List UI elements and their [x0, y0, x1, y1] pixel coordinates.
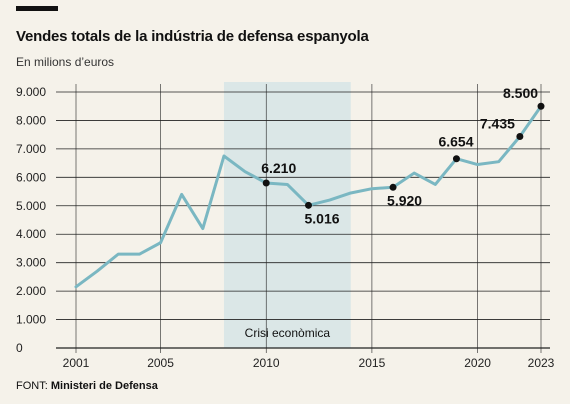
data-label: 7.435 [480, 116, 515, 132]
y-tick-label: 5.000 [16, 199, 46, 213]
data-label: 8.500 [503, 85, 538, 101]
y-tick-label: 6.000 [16, 170, 46, 184]
crisis-band-label: Crisi econòmica [245, 326, 331, 340]
data-label: 5.920 [387, 192, 422, 208]
data-label: 6.210 [261, 160, 296, 176]
data-label: 5.016 [305, 210, 340, 226]
data-point-marker [262, 179, 270, 187]
y-tick-label: 8.000 [16, 113, 46, 127]
source-name: Ministeri de Defensa [50, 380, 158, 392]
y-tick-label: 1.000 [16, 313, 46, 327]
y-tick-label: 7.000 [16, 142, 46, 156]
y-tick-label: 4.000 [16, 227, 46, 241]
y-tick-label: 9.000 [16, 85, 46, 99]
data-label: 6.654 [438, 134, 473, 150]
data-point-marker [305, 201, 312, 209]
x-tick-label: 2023 [528, 356, 555, 370]
data-point-marker [452, 155, 460, 163]
title-accent-bar [16, 6, 58, 11]
x-tick-label: 2020 [464, 356, 491, 370]
y-tick-label: 2.000 [16, 284, 46, 298]
source-note: FONT: Ministeri de Defensa [16, 380, 158, 392]
chart-title: Vendes totals de la indústria de defensa… [16, 28, 369, 45]
data-point-marker [516, 133, 524, 141]
source-prefix: FONT: [16, 380, 48, 392]
crisis-band [223, 82, 351, 348]
x-tick-label: 2015 [359, 356, 386, 370]
y-tick-label: 0 [16, 341, 23, 355]
data-point-marker [389, 183, 397, 191]
x-tick-label: 2001 [63, 356, 90, 370]
x-tick-label: 2005 [147, 356, 174, 370]
chart-subtitle: En milions d’euros [16, 55, 115, 69]
x-tick-label: 2010 [253, 356, 280, 370]
y-tick-label: 3.000 [16, 256, 46, 270]
data-point-marker [537, 102, 545, 110]
